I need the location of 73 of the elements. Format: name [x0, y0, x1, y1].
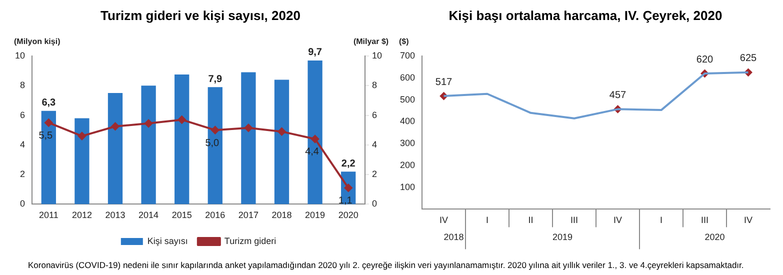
chart-title: Turizm gideri ve kişi sayısı, 2020: [100, 8, 302, 25]
y-axis-title: (Milyon kişi): [14, 37, 61, 46]
data-label: 9,7: [308, 47, 322, 58]
point: [178, 116, 186, 124]
y-tick-label: 700: [400, 50, 416, 60]
text: Koronavirüs (COVID-19) nedeni ile sınır kapılarında anket yapılamadığından 2020 yılı 2. çeyreğe ilişkin veri yayınlanamamıştır. 2020 yılına ait yıllık veriler 1., 3. ve 4.çeyrekleri kapsamaktadır.: [27, 260, 745, 270]
x-tick-label: II: [528, 215, 534, 226]
y2-tick-label: 4: [372, 139, 378, 150]
x-tick-label: I: [486, 215, 489, 226]
x-tick-label: 2015: [172, 210, 192, 220]
y-tick-label: 200: [400, 160, 416, 170]
x-tick-label: 2018: [272, 210, 292, 220]
bar: [141, 86, 156, 204]
text: 2019: [552, 232, 573, 242]
y-tick-label: 600: [400, 72, 416, 82]
y-tick-label: 0: [20, 198, 26, 209]
x-tick-label: IV: [744, 215, 753, 226]
x-tick-label: 2020: [338, 210, 358, 220]
y2-tick-label: 8: [372, 80, 378, 90]
x-tick-label: III: [570, 215, 578, 226]
point: [144, 119, 153, 128]
bar: [274, 80, 290, 204]
bar: [74, 118, 90, 204]
x-tick-label: IV: [614, 215, 622, 226]
x-tick-label: 2014: [138, 210, 159, 220]
x-tick-label: IV: [440, 215, 448, 226]
data-label: 620: [696, 54, 714, 66]
x-tick-label: III: [700, 215, 709, 226]
data-label: 7,9: [208, 74, 223, 85]
y-tick-label: 10: [14, 50, 26, 60]
y-axis-title: ($): [399, 37, 410, 46]
bar: [174, 74, 190, 204]
y-tick-label: 8: [20, 80, 26, 90]
y-tick-label: 2: [20, 169, 26, 180]
x-tick-label: 2013: [105, 210, 126, 220]
y-tick-label: 500: [400, 94, 416, 104]
point: [311, 134, 320, 143]
data-label: 6,3: [42, 98, 56, 109]
y2-tick-label: 0: [372, 198, 378, 209]
text: 2018: [444, 232, 464, 242]
y2-tick-label: 2: [372, 169, 378, 180]
x-tick-label: I: [660, 215, 663, 226]
y-tick-label: 6: [20, 110, 26, 120]
bar: [108, 93, 123, 204]
x-tick-label: 2012: [72, 210, 92, 220]
data-label: 457: [609, 90, 627, 101]
chart-title: Kişi başı ortalama harcama, IV. Çeyrek, 2020: [448, 8, 724, 25]
point: [44, 118, 53, 127]
data-label: 625: [740, 53, 758, 64]
y2-tick-label: 10: [372, 50, 382, 60]
x-tick-label: 2016: [205, 210, 226, 220]
point: [111, 122, 120, 130]
data-label: 2,2: [341, 158, 356, 170]
bar: [41, 110, 56, 204]
y2-axis-title: (Milyar $): [353, 37, 389, 46]
y-tick-label: 100: [400, 182, 416, 192]
legend-label: Turizm gideri: [224, 236, 276, 246]
y-tick-label: 400: [400, 116, 416, 126]
bar: [208, 87, 222, 204]
legend-label: Kişi sayısı: [147, 236, 188, 246]
x-tick-label: 2017: [238, 210, 258, 220]
y2-tick-label: 6: [372, 110, 378, 120]
bar: [241, 72, 256, 204]
point: [211, 126, 220, 134]
y-tick-label: 300: [400, 138, 416, 148]
text: 2020: [704, 232, 725, 242]
x-tick-label: 2019: [305, 210, 326, 220]
point: [78, 132, 86, 140]
y-tick-label: 4: [20, 139, 26, 150]
x-tick-label: 2011: [38, 210, 58, 220]
point: [278, 128, 286, 136]
data-label: 517: [435, 76, 453, 88]
point: [244, 124, 252, 132]
